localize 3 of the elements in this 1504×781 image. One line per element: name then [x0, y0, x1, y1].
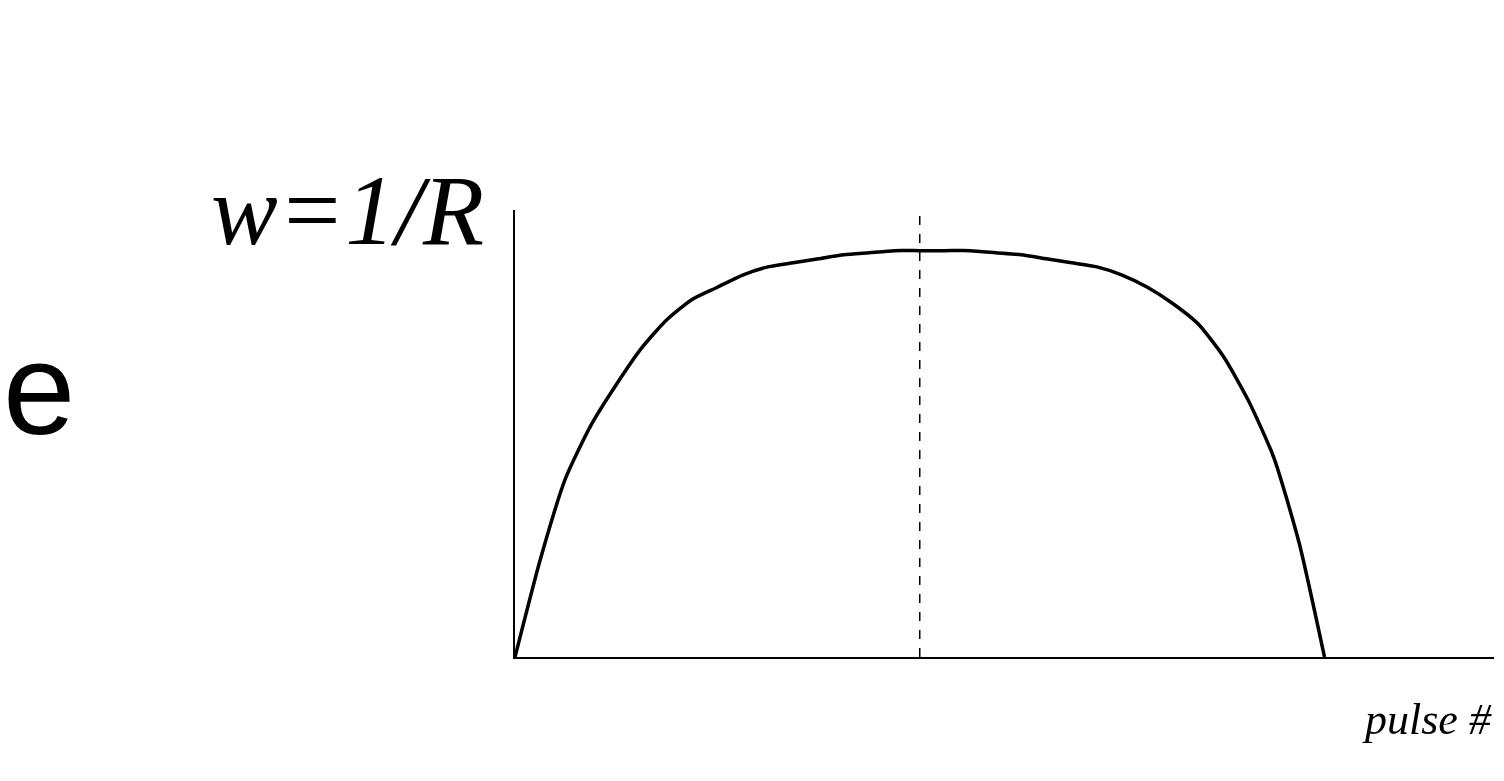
- x-axis-title: pulse #: [1362, 695, 1492, 744]
- y-axis-title: w=1/R: [211, 155, 485, 266]
- text: e: [3, 316, 76, 462]
